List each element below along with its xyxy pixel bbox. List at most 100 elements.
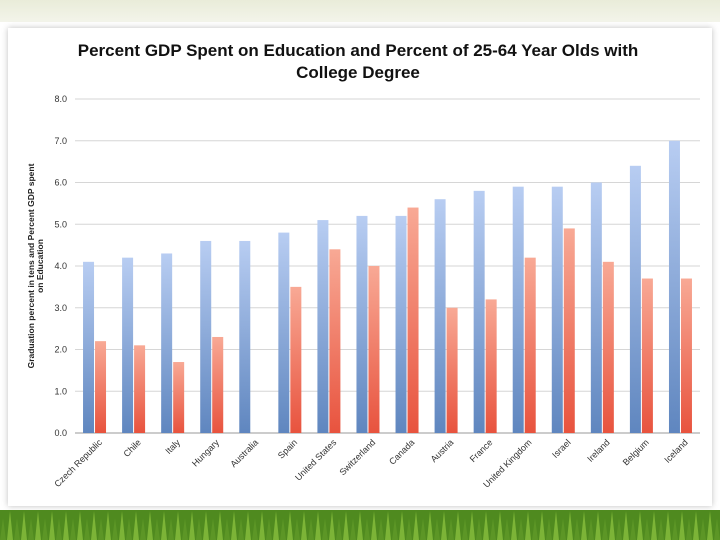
grass-blade bbox=[231, 511, 237, 540]
grass-blade bbox=[70, 518, 76, 540]
bar-gdp-education bbox=[473, 190, 485, 433]
grass-blade bbox=[168, 518, 174, 540]
x-tick-label: Iceland bbox=[662, 437, 690, 465]
grass-blade bbox=[581, 511, 587, 540]
y-tick-label: 0.0 bbox=[54, 428, 67, 438]
grass-blade bbox=[14, 518, 20, 540]
grass-blade bbox=[56, 518, 62, 540]
grass-blade bbox=[287, 511, 293, 540]
grass-blade bbox=[700, 518, 706, 540]
grass-blade bbox=[714, 518, 720, 540]
bar-graduation-percent bbox=[407, 207, 419, 433]
grass-blade bbox=[28, 518, 34, 540]
grass-blade bbox=[308, 518, 314, 540]
grass-blade bbox=[140, 518, 146, 540]
grass-blade bbox=[7, 511, 13, 540]
bar-gdp-education bbox=[512, 186, 524, 433]
grass-blade bbox=[406, 518, 412, 540]
bar-graduation-percent bbox=[680, 278, 692, 433]
grass-blade bbox=[224, 518, 230, 540]
bar-gdp-education bbox=[200, 240, 212, 433]
bar-gdp-education bbox=[317, 220, 329, 433]
grass-blade bbox=[392, 518, 398, 540]
grass-blade bbox=[546, 518, 552, 540]
grass-blade bbox=[189, 511, 195, 540]
bar-gdp-education bbox=[278, 232, 290, 433]
grass-blade bbox=[112, 518, 118, 540]
grass-blade bbox=[77, 511, 83, 540]
grass-blade bbox=[434, 518, 440, 540]
bar-graduation-percent bbox=[368, 266, 380, 433]
grass-blade bbox=[693, 511, 699, 540]
bar-gdp-education bbox=[434, 199, 446, 433]
x-tick-label: Spain bbox=[276, 437, 299, 460]
bar-graduation-percent bbox=[329, 249, 341, 433]
grass-blade bbox=[644, 518, 650, 540]
grass-blade bbox=[371, 511, 377, 540]
x-tick-label: Belgium bbox=[621, 437, 651, 467]
x-tick-label: Ireland bbox=[585, 437, 612, 464]
grass-blade bbox=[63, 511, 69, 540]
bar-graduation-percent bbox=[95, 341, 107, 433]
grass-blade bbox=[343, 511, 349, 540]
grass-blade bbox=[420, 518, 426, 540]
grass-blade bbox=[385, 511, 391, 540]
x-tick-label: Canada bbox=[387, 437, 416, 466]
y-tick-label: 2.0 bbox=[54, 345, 67, 355]
bar-gdp-education bbox=[356, 215, 368, 433]
bar-graduation-percent bbox=[524, 257, 536, 433]
grass-blade bbox=[266, 518, 272, 540]
y-tick-labels: 0.0 1.0 2.0 3.0 4.0 5.0 6.0 7.0 8.0 bbox=[54, 94, 67, 438]
grass-blade bbox=[595, 511, 601, 540]
y-tick-label: 5.0 bbox=[54, 219, 67, 229]
y-tick-label: 8.0 bbox=[54, 94, 67, 104]
chart-title-line-1: Percent GDP Spent on Education and Perce… bbox=[78, 41, 639, 60]
grass-blade bbox=[245, 511, 251, 540]
x-tick-label: Hungary bbox=[190, 437, 221, 468]
bar-graduation-percent bbox=[563, 228, 575, 433]
grass-blade bbox=[539, 511, 545, 540]
grass-blade bbox=[504, 518, 510, 540]
grass-blade bbox=[630, 518, 636, 540]
grass-blade bbox=[147, 511, 153, 540]
grass-blade bbox=[364, 518, 370, 540]
grass-blade bbox=[259, 511, 265, 540]
grass-blade bbox=[350, 518, 356, 540]
bar-graduation-percent bbox=[134, 345, 146, 433]
bar-gdp-education bbox=[551, 186, 563, 433]
grass-blade bbox=[672, 518, 678, 540]
grass-blade bbox=[560, 518, 566, 540]
grass-blade bbox=[91, 511, 97, 540]
grass-blade bbox=[476, 518, 482, 540]
grass-blade bbox=[616, 518, 622, 540]
y-axis-label: Graduation percent in tens and Percent G… bbox=[26, 163, 45, 368]
grass-blade bbox=[427, 511, 433, 540]
grass-blade bbox=[203, 511, 209, 540]
grass-blade bbox=[658, 518, 664, 540]
y-tick-label: 1.0 bbox=[54, 386, 67, 396]
grass-blade bbox=[413, 511, 419, 540]
y-axis-label-line-2: on Education bbox=[35, 239, 45, 293]
grass-blade bbox=[98, 518, 104, 540]
header-strip bbox=[0, 0, 720, 22]
grass-blade bbox=[273, 511, 279, 540]
grass-blade bbox=[707, 511, 713, 540]
grass-blade bbox=[462, 518, 468, 540]
x-tick-label: Australia bbox=[228, 437, 260, 469]
x-tick-label: Switzerland bbox=[337, 437, 377, 477]
grass-blade bbox=[448, 518, 454, 540]
bar-gdp-education bbox=[161, 253, 173, 433]
grass-blade bbox=[378, 518, 384, 540]
grass-blade bbox=[651, 511, 657, 540]
grass-blade bbox=[210, 518, 216, 540]
bar-graduation-percent bbox=[446, 307, 458, 433]
grass-blade bbox=[357, 511, 363, 540]
grass-blade bbox=[105, 511, 111, 540]
grass-blade bbox=[623, 511, 629, 540]
grass-blade bbox=[686, 518, 692, 540]
grass-blade bbox=[238, 518, 244, 540]
x-tick-label: Israel bbox=[550, 437, 573, 460]
grass-blade bbox=[329, 511, 335, 540]
grass-blade bbox=[280, 518, 286, 540]
y-tick-label: 6.0 bbox=[54, 178, 67, 188]
